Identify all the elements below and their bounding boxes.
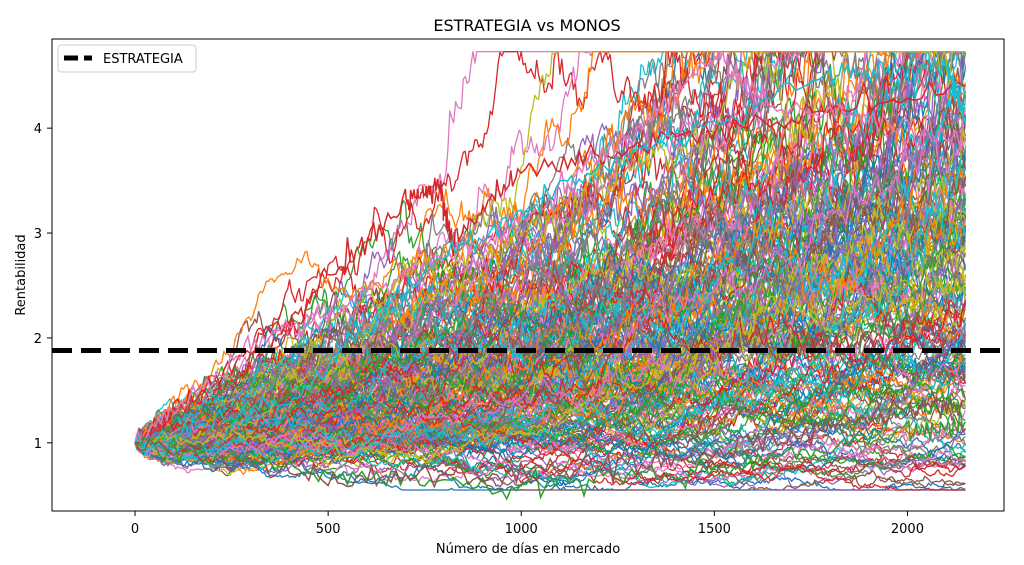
simulation-line [134, 50, 967, 455]
simulation-lines [134, 49, 967, 501]
simulation-line-highlight [134, 80, 966, 444]
simulation-line [134, 50, 966, 444]
simulation-line [134, 81, 967, 459]
legend-label-estrategia: ESTRATEGIA [103, 52, 183, 67]
simulation-line [134, 50, 966, 446]
simulation-line [134, 200, 967, 458]
y-tick-label: 2 [34, 332, 42, 347]
simulation-line [134, 299, 967, 444]
x-tick-label: 500 [316, 522, 341, 537]
simulation-line [134, 50, 967, 448]
x-tick-label: 0 [131, 522, 139, 537]
simulation-line [134, 380, 966, 454]
y-axis-label: Rentabilidad [14, 234, 29, 315]
simulation-line-highlight [134, 49, 967, 443]
y-tick-label: 3 [34, 227, 42, 242]
simulation-line [134, 147, 967, 461]
simulation-line-highlight [134, 412, 967, 501]
simulation-line [134, 110, 966, 459]
x-axis-label: Número de días en mercado [436, 542, 620, 557]
x-tick-label: 1000 [505, 522, 538, 537]
simulation-line [135, 441, 966, 491]
plot-area [51, 38, 1005, 512]
x-tick-label: 1500 [698, 522, 731, 537]
simulation-line [134, 410, 967, 484]
x-tick-label: 2000 [891, 522, 924, 537]
simulation-line [134, 302, 966, 444]
simulation-line [134, 274, 967, 463]
simulation-line [134, 246, 966, 444]
y-tick-label: 1 [34, 437, 42, 452]
chart-title: ESTRATEGIA vs MONOS [433, 16, 620, 35]
x-axis-ticks: 0 500 1000 1500 2000 [131, 511, 924, 537]
legend-box [57, 44, 197, 73]
simulation-line-highlight [134, 56, 967, 454]
simulation-line [134, 111, 966, 459]
y-axis-ticks: 1 2 3 4 [34, 122, 52, 452]
simulation-line [134, 196, 967, 473]
y-tick-label: 4 [34, 122, 42, 137]
simulation-line-highlight [134, 394, 966, 489]
simulation-line [134, 238, 967, 448]
axes-frame [51, 38, 1005, 512]
legend: ESTRATEGIA [57, 44, 197, 73]
simulation-line [134, 414, 966, 491]
